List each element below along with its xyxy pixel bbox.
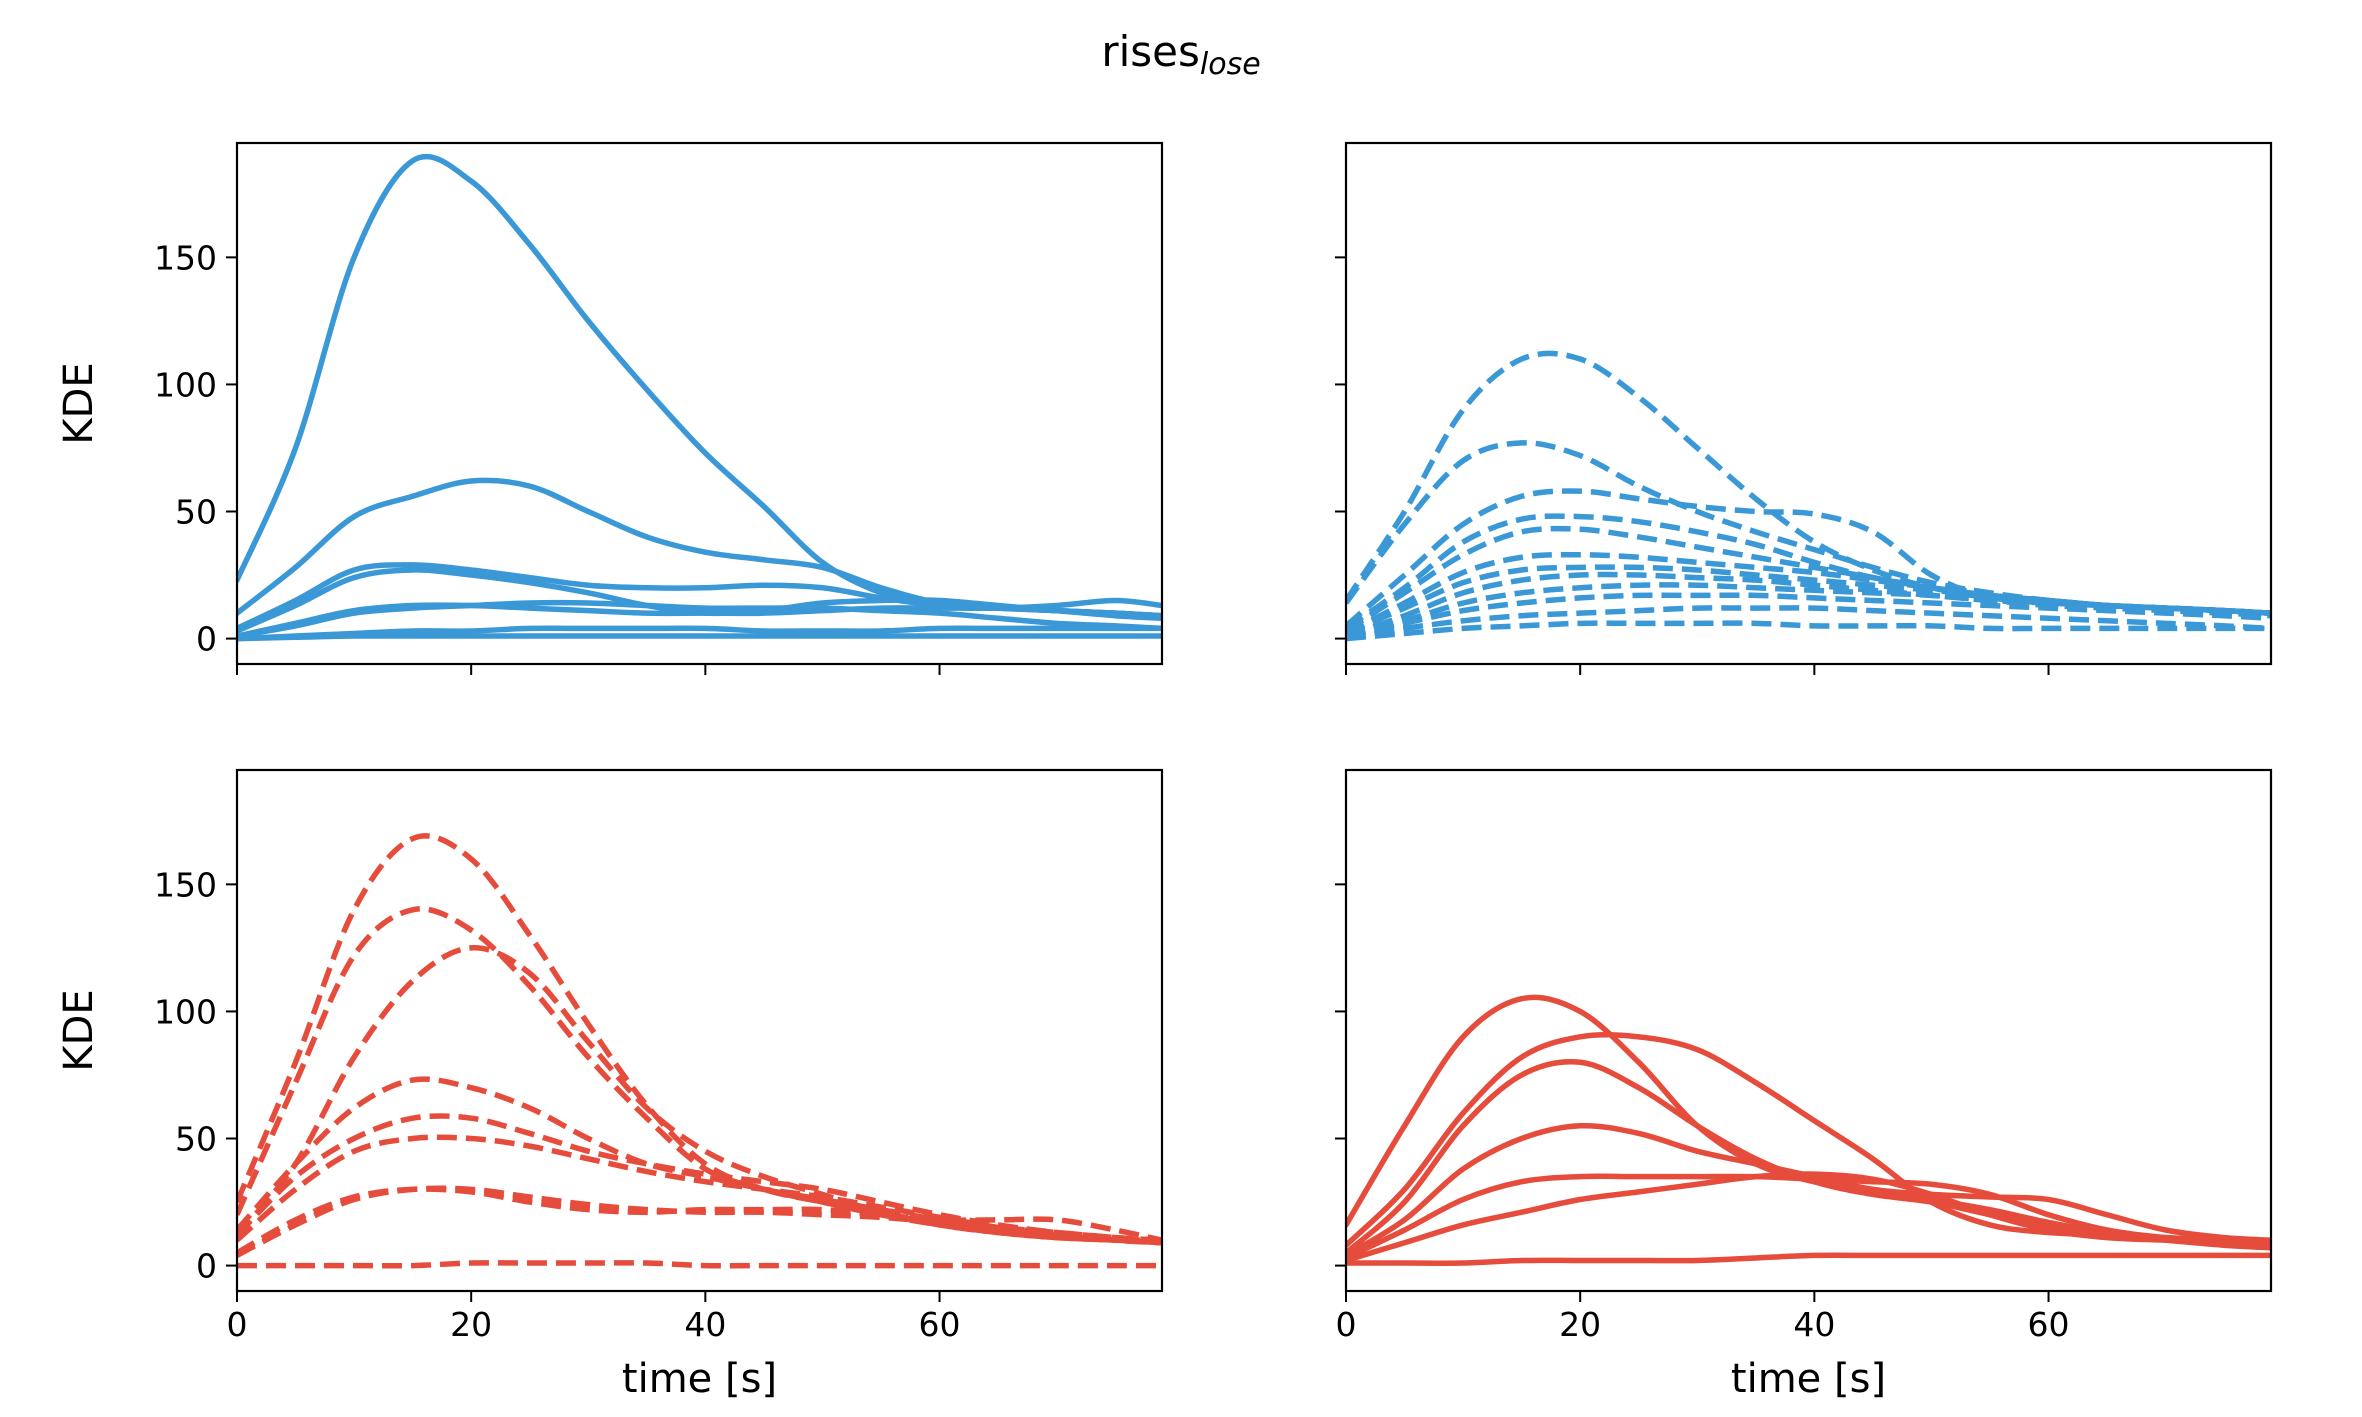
series-group [237,833,1162,1269]
series-line-10 [1346,592,2271,639]
y-tick-label: 100 [154,992,217,1031]
series-line-2 [237,477,1162,619]
series-line-6 [1346,1171,2271,1264]
panel-top-left: 0 50 100 150 KDE [56,141,1164,675]
y-tick-label: 100 [154,365,217,404]
series-line-7 [237,625,1162,642]
series-line-8 [237,633,1162,642]
x-tick-label: 60 [2028,1305,2070,1344]
y-tick-label: 50 [175,493,217,532]
figure-title-subscript: lose [1200,47,1261,82]
panel-bottom-left: 0 20 40 60 0 50 100 150 KDE time [s] [56,768,1164,1402]
y-axis-label: KDE [56,362,102,444]
series-group [1346,994,2271,1266]
y-axis-label: KDE [56,989,102,1071]
series-line-5 [1346,1173,2271,1261]
series-line-6 [237,599,1162,639]
series-line-3 [237,945,1162,1246]
axes-frame [1344,141,2273,666]
axes-frame [235,768,1164,1293]
figure-title-main: rises [1101,27,1200,76]
x-axis-label: time [s] [622,1356,777,1402]
x-tick-label: 60 [919,1305,961,1344]
series-line-7 [1346,1252,2271,1266]
x-tick-label: 20 [1559,1305,1601,1344]
figure-title: riseslose [1101,27,1260,82]
series-group [1346,350,2271,642]
series-line-7 [237,1186,1162,1256]
x-tick-label: 0 [1336,1305,1357,1344]
panel-bottom-right: 0 20 40 60 time [s] [1335,768,2273,1402]
axes-frame [1344,768,2273,1293]
x-tick-label: 40 [1793,1305,1835,1344]
series-group [237,153,1162,642]
x-tick-label: 20 [450,1305,492,1344]
x-tick-label: 40 [684,1305,726,1344]
series-line-1 [237,153,1162,619]
series-line-2 [1346,1032,2271,1248]
axes-frame [235,141,1164,666]
y-tick-label: 150 [154,238,217,277]
y-tick-label: 0 [196,1247,217,1286]
series-line-9 [237,1260,1162,1269]
series-line-9 [1346,582,2271,639]
series-line-5 [1346,525,2271,634]
series-line-12 [1346,620,2271,642]
series-line-11 [1346,605,2271,642]
y-tick-label: 150 [154,865,217,904]
x-axis-label: time [s] [1731,1356,1886,1402]
panel-top-right [1335,141,2273,675]
y-tick-label: 50 [175,1120,217,1159]
series-line-8 [237,1185,1162,1258]
y-tick-label: 0 [196,620,217,659]
x-tick-label: 0 [227,1305,248,1344]
